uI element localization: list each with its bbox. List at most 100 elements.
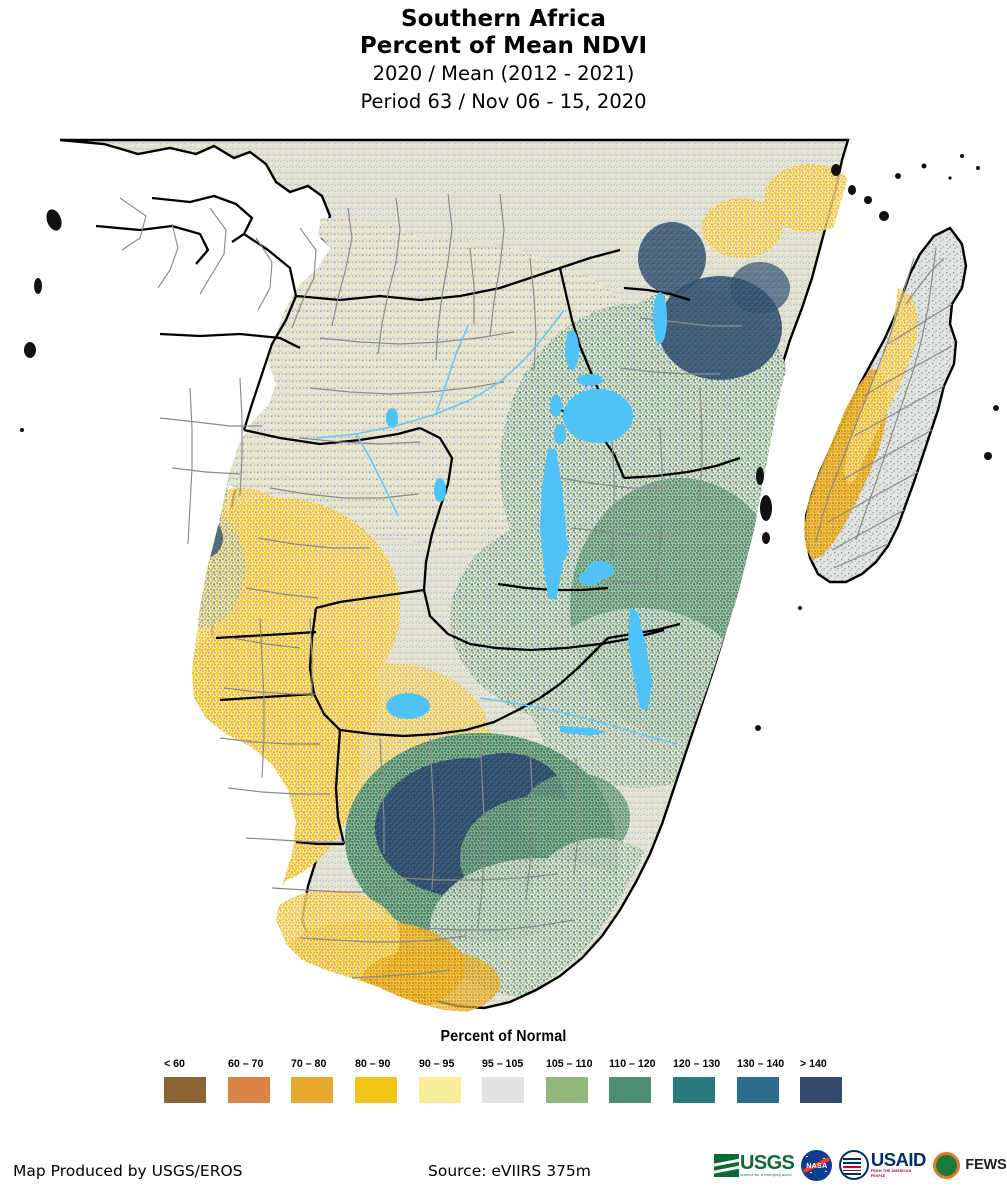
legend-item: 60 – 70 xyxy=(227,1056,292,1118)
lake-mai-ndombe xyxy=(386,408,398,428)
map-canvas[interactable] xyxy=(0,138,1007,1016)
usgs-logo-text: USGS xyxy=(740,1151,795,1174)
lake-kyoga xyxy=(577,374,603,386)
nasa-logo[interactable]: NASA xyxy=(801,1149,833,1181)
legend-item-label: 90 – 95 xyxy=(418,1058,454,1070)
lake-tanganyika xyxy=(540,448,566,600)
fewsnet-logo[interactable]: FEWS NET xyxy=(933,1149,1007,1181)
usaid-logo-tagline: FROM THE AMERICAN PEOPLE xyxy=(870,1169,912,1178)
legend-item: 80 – 90 xyxy=(354,1056,419,1118)
usgs-logo-tagline: science for a changing world xyxy=(740,1172,792,1177)
water-bodies xyxy=(386,292,667,736)
legend-item: > 140 xyxy=(800,1056,864,1118)
legend-heading: Percent of Normal xyxy=(440,1028,567,1045)
usaid-logo-text: USAID xyxy=(870,1149,927,1170)
island-zanzibar xyxy=(760,495,772,521)
island-bioko xyxy=(46,209,62,231)
islands xyxy=(20,154,999,731)
island-annobon xyxy=(20,428,24,432)
lake-malawi xyxy=(628,608,652,710)
legend-item-label: 105 – 110 xyxy=(545,1058,593,1070)
lake-turkana xyxy=(653,292,667,344)
legend-item-swatch xyxy=(291,1077,334,1103)
island-sao-tome xyxy=(34,278,42,294)
map-title-primary: Southern Africa xyxy=(400,6,607,32)
lake-upemba xyxy=(434,478,446,502)
legend-item: < 60 xyxy=(164,1056,228,1118)
island-comoros-4 xyxy=(879,211,889,221)
map-subtitle-period-range: 2020 / Mean (2012 - 2021) xyxy=(372,62,635,85)
legend: Percent of Normal < 60 60 – 70 70 – 80 80 –… xyxy=(0,1028,1007,1120)
lake-bangweulu xyxy=(586,561,614,579)
footer: Map Produced by USGS/EROS Source: eVIIRS… xyxy=(0,1120,1007,1195)
legend-item: 130 – 140 xyxy=(736,1056,801,1118)
legend-item-label: > 140 xyxy=(800,1058,828,1070)
island-small-3 xyxy=(948,176,952,180)
legend-item-label: 80 – 90 xyxy=(354,1058,391,1070)
legend-item-label: 95 – 105 xyxy=(482,1058,524,1070)
legend-item: 95 – 105 xyxy=(482,1056,546,1118)
footer-produced-by: Map Produced by USGS/EROS xyxy=(13,1162,243,1180)
legend-item-label: < 60 xyxy=(164,1058,185,1070)
legend-item: 70 – 80 xyxy=(291,1056,355,1118)
island-mafia xyxy=(762,532,770,544)
usaid-logo[interactable]: USAID FROM THE AMERICAN PEOPLE xyxy=(839,1149,926,1181)
usgs-logo[interactable]: USGS science for a changing world xyxy=(714,1149,795,1181)
legend-item-swatch xyxy=(736,1077,779,1103)
lake-albert xyxy=(565,330,579,370)
legend-item-swatch xyxy=(354,1077,397,1103)
ndvi-raster-map[interactable] xyxy=(0,138,1007,1016)
island-mayotte xyxy=(895,173,901,179)
island-comoros-2 xyxy=(848,185,856,195)
legend-item: 90 – 95 xyxy=(418,1056,483,1118)
madagascar xyxy=(804,226,968,584)
nasa-logo-text: NASA xyxy=(806,1160,828,1170)
lake-kivu xyxy=(554,424,566,444)
madagascar-admin-borders xyxy=(815,247,953,569)
legend-item-swatch xyxy=(418,1077,461,1103)
island-small-2 xyxy=(976,166,980,170)
map-title-secondary: Percent of Mean NDVI xyxy=(359,33,648,59)
lake-kariba xyxy=(560,726,606,736)
island-europa xyxy=(755,725,761,731)
lake-edward xyxy=(550,395,562,417)
madagascar-central-deficit xyxy=(844,288,918,486)
island-pemba xyxy=(756,467,764,485)
legend-item: 110 – 120 xyxy=(609,1056,673,1118)
legend-item-label: 120 – 130 xyxy=(673,1058,721,1070)
legend-item-swatch xyxy=(164,1077,206,1103)
usaid-seal-icon xyxy=(839,1150,869,1180)
okavango-delta xyxy=(386,693,430,719)
island-comoros-1 xyxy=(831,164,841,176)
island-reunion xyxy=(984,452,992,460)
usgs-wave-icon xyxy=(714,1153,739,1177)
legend-item: 105 – 110 xyxy=(545,1056,610,1118)
legend-item-swatch xyxy=(609,1077,652,1103)
country-borders xyxy=(95,194,741,846)
map-subtitle-date-range: Period 63 / Nov 06 - 15, 2020 xyxy=(360,90,647,113)
legend-item-label: 130 – 140 xyxy=(736,1058,784,1070)
title-block: Southern Africa Percent of Mean NDVI 202… xyxy=(0,0,1007,138)
island-glorioso xyxy=(921,163,927,169)
legend-item-swatch xyxy=(482,1077,525,1103)
footer-source: Source: eVIIRS 375m xyxy=(428,1162,591,1180)
island-comoros-3 xyxy=(864,196,872,204)
legend-item-label: 60 – 70 xyxy=(227,1058,263,1070)
legend-swatch-row: < 60 60 – 70 70 – 80 80 – 90 90 – 95 95 – 105… xyxy=(164,1056,864,1118)
lake-mweru xyxy=(552,530,568,562)
lake-victoria xyxy=(563,389,633,443)
island-mauritius xyxy=(993,405,999,411)
legend-item-swatch xyxy=(227,1077,270,1103)
island-principe xyxy=(24,342,36,358)
legend-item: 120 – 130 xyxy=(673,1056,737,1118)
fewsnet-logo-text: FEWS NET xyxy=(965,1157,1007,1173)
legend-item-label: 110 – 120 xyxy=(609,1058,657,1070)
legend-item-label: 70 – 80 xyxy=(291,1058,327,1070)
legend-item-swatch xyxy=(673,1077,716,1103)
legend-item-swatch xyxy=(800,1077,843,1103)
island-small-1 xyxy=(960,154,964,158)
mainland-africa xyxy=(59,138,856,1012)
legend-item-swatch xyxy=(545,1077,588,1103)
island-bassas xyxy=(798,606,802,610)
